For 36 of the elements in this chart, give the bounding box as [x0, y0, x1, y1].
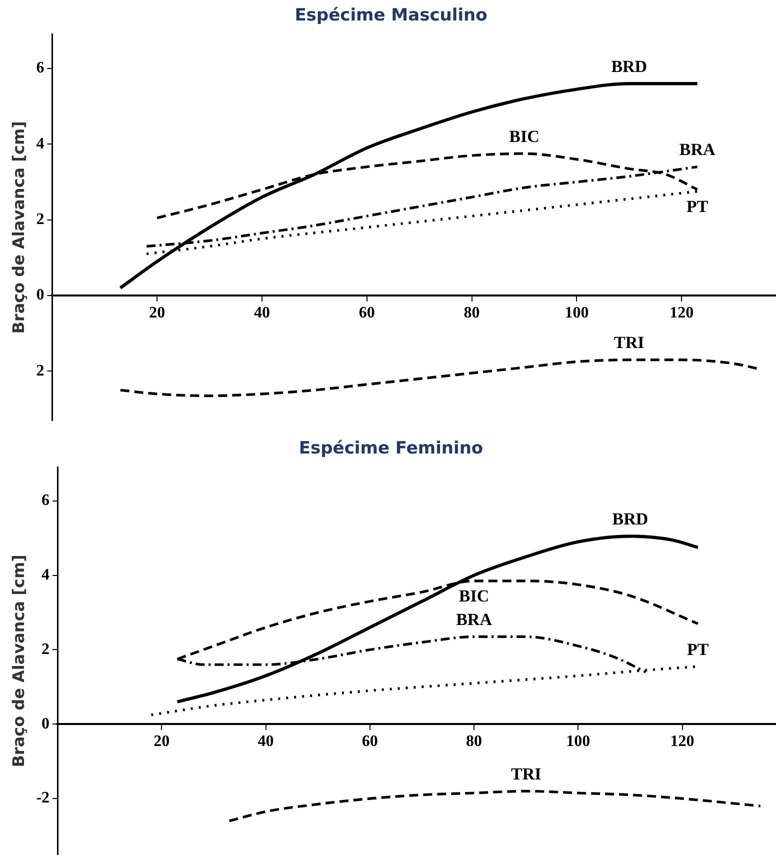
series-label: BIC — [458, 586, 490, 606]
y-tick-label: 2 — [36, 362, 44, 380]
series-label: BRD — [611, 56, 648, 76]
y-tick-label: 0 — [36, 286, 44, 304]
series-label: PT — [687, 640, 710, 659]
x-tick-label: 20 — [149, 304, 166, 322]
y-tick-label: 4 — [36, 135, 44, 152]
x-tick-label: 60 — [358, 304, 375, 322]
y-tick-label: 6 — [42, 492, 50, 510]
series-label: PT — [686, 196, 709, 216]
x-tick-label: 80 — [464, 304, 480, 322]
y-tick-label: 2 — [42, 640, 50, 658]
y-axis-title: Braço de Alavanca [cm] — [8, 121, 28, 334]
x-tick-label: 60 — [362, 732, 378, 750]
y-axis-title: Braço de Alavanca [cm] — [8, 554, 28, 768]
chart-title: Espécime Feminino — [298, 438, 484, 459]
y-tick-label: 2 — [36, 210, 44, 228]
y-tick-label: 6 — [36, 60, 44, 77]
x-tick-label: 20 — [154, 732, 170, 750]
x-tick-label: 120 — [670, 304, 694, 322]
series-label: TRI — [614, 333, 645, 352]
x-tick-label: 40 — [254, 304, 270, 322]
y-tick-label: -2 — [36, 790, 50, 807]
x-tick-label: 40 — [258, 732, 274, 750]
series-label: TRI — [510, 764, 542, 784]
x-tick-label: 100 — [564, 304, 589, 322]
y-tick-label: 0 — [42, 715, 50, 732]
series-label: BRA — [679, 140, 716, 160]
series-label: BRA — [456, 610, 493, 630]
x-tick-label: 120 — [670, 732, 694, 750]
x-tick-label: 100 — [566, 732, 590, 750]
chart-title: Espécime Masculino — [294, 6, 488, 26]
series-label: BRD — [612, 510, 648, 529]
x-tick-label: 80 — [466, 732, 482, 750]
series-label: BIC — [509, 126, 540, 146]
y-tick-label: 4 — [42, 566, 50, 584]
